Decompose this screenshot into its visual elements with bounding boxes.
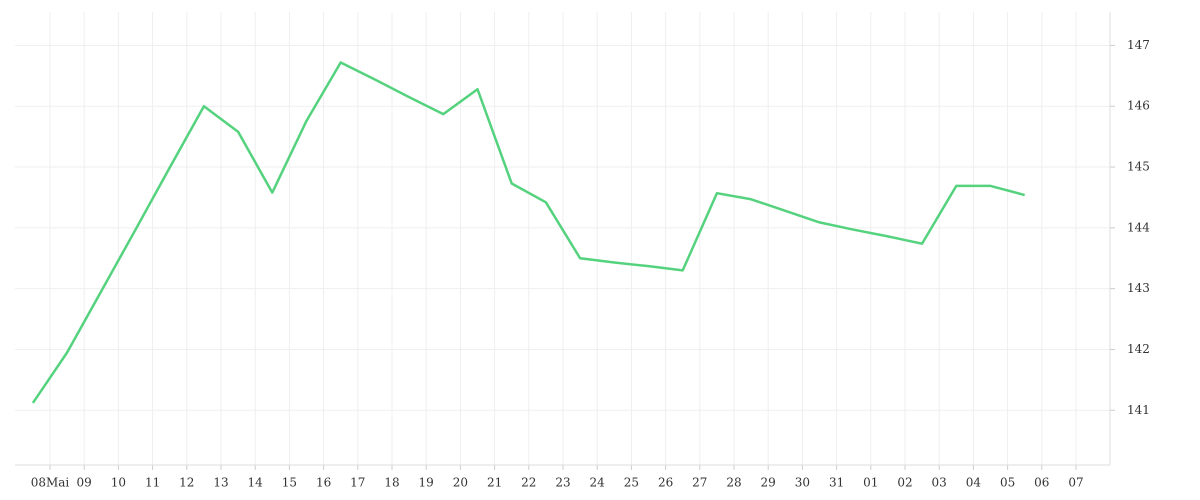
y-tick-label: 141: [1127, 403, 1150, 417]
x-tick-label: 13: [213, 476, 228, 490]
x-tick-label: 30: [795, 476, 810, 490]
x-tick-label: 02: [897, 476, 912, 490]
x-tick-label: 20: [453, 476, 468, 490]
x-tick-label: 12: [179, 476, 194, 490]
x-tick-label: 31: [829, 476, 844, 490]
x-tick-label: 09: [77, 476, 92, 490]
x-tick-label: 01: [863, 476, 878, 490]
x-tick-label: 24: [590, 476, 606, 490]
y-tick-label: 143: [1127, 281, 1150, 295]
x-tick-label: 23: [555, 476, 570, 490]
x-tick-label: 17: [350, 476, 365, 490]
x-tick-label: 10: [111, 476, 126, 490]
x-tick-label: 28: [726, 476, 741, 490]
x-tick-label: 06: [1034, 476, 1049, 490]
x-tick-label: 05: [1000, 476, 1015, 490]
x-tick-label: 04: [966, 476, 982, 490]
x-tick-label: 11: [145, 476, 160, 490]
x-tick-label: 15: [282, 476, 297, 490]
y-tick-label: 145: [1127, 160, 1150, 174]
x-tick-label: 07: [1068, 476, 1083, 490]
y-tick-label: 144: [1127, 220, 1150, 234]
x-tick-label: 27: [692, 476, 707, 490]
line-series: [31, 61, 1026, 404]
x-tick-label: 14: [248, 476, 264, 490]
x-tick-label: 19: [419, 476, 434, 490]
y-tick-label: 146: [1127, 99, 1150, 113]
x-tick-label: 22: [521, 476, 536, 490]
x-tick-label: 26: [658, 476, 673, 490]
x-tick-label: 03: [932, 476, 947, 490]
y-tick-label: 142: [1127, 342, 1150, 356]
y-tick-label: 147: [1127, 38, 1150, 52]
x-tick-label: 18: [384, 476, 399, 490]
x-tick-label: 29: [761, 476, 776, 490]
x-tick-label: 21: [487, 476, 502, 490]
x-tick-label: 16: [316, 476, 331, 490]
x-tick-label: 08Mai: [31, 476, 70, 490]
x-tick-label: 25: [624, 476, 639, 490]
